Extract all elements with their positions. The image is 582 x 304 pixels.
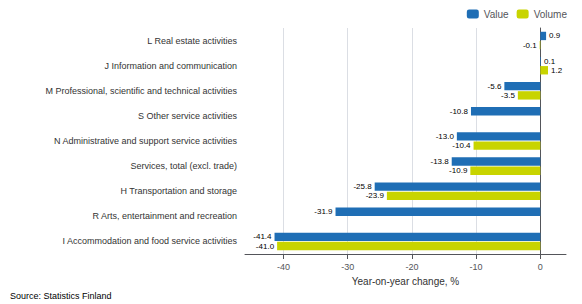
svg-text:Year-on-year change, %: Year-on-year change, % — [352, 276, 460, 287]
svg-text:-41.0: -41.0 — [256, 242, 275, 251]
svg-text:S Other service activities: S Other service activities — [138, 111, 238, 121]
svg-text:0.1: 0.1 — [544, 57, 556, 66]
svg-text:0.9: 0.9 — [549, 31, 561, 40]
svg-text:-25.8: -25.8 — [353, 182, 372, 191]
svg-text:-30: -30 — [341, 262, 354, 272]
svg-text:-13.8: -13.8 — [430, 157, 449, 166]
svg-text:0: 0 — [538, 262, 543, 272]
svg-text:-31.9: -31.9 — [314, 207, 333, 216]
svg-text:Value: Value — [484, 9, 509, 20]
svg-text:Source: Statistics Finland: Source: Statistics Finland — [10, 291, 112, 301]
svg-text:N Administrative and support s: N Administrative and support service act… — [54, 136, 238, 146]
svg-text:-10.9: -10.9 — [449, 166, 468, 175]
svg-text:H Transportation and storage: H Transportation and storage — [120, 186, 237, 196]
svg-text:Services, total (excl. trade): Services, total (excl. trade) — [130, 161, 237, 171]
svg-text:-10.4: -10.4 — [452, 141, 471, 150]
svg-text:-10: -10 — [470, 262, 483, 272]
svg-text:1.2: 1.2 — [551, 66, 563, 75]
svg-text:-5.6: -5.6 — [488, 82, 502, 91]
svg-text:-0.1: -0.1 — [523, 41, 537, 50]
svg-text:M Professional, scientific and: M Professional, scientific and technical… — [45, 86, 237, 96]
svg-text:R Arts, entertainment and recr: R Arts, entertainment and recreation — [92, 211, 237, 221]
svg-text:-20: -20 — [405, 262, 418, 272]
svg-text:-10.8: -10.8 — [450, 107, 469, 116]
svg-text:-23.9: -23.9 — [366, 191, 385, 200]
svg-text:L Real estate activities: L Real estate activities — [147, 36, 237, 46]
svg-text:-13.0: -13.0 — [436, 132, 455, 141]
svg-text:I Accommodation and food servi: I Accommodation and food service activit… — [62, 236, 237, 246]
svg-text:J Information and communicatio: J Information and communication — [104, 61, 237, 71]
svg-text:-3.5: -3.5 — [501, 91, 515, 100]
svg-text:-40: -40 — [277, 262, 290, 272]
svg-text:-41.4: -41.4 — [253, 232, 272, 241]
svg-text:Volume: Volume — [534, 9, 568, 20]
